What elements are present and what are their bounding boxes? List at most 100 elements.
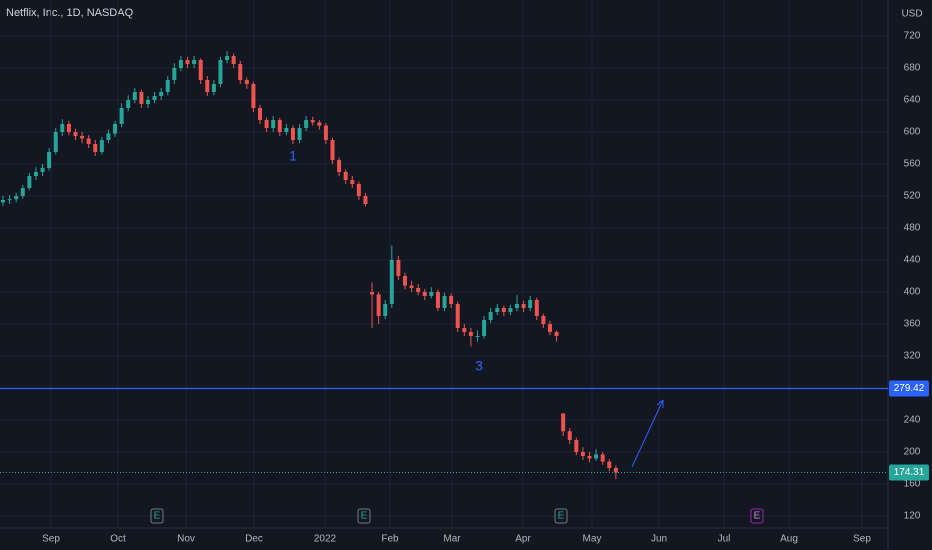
candle-body [402, 276, 407, 286]
candle-body [613, 468, 618, 473]
candle-body [152, 96, 157, 100]
y-tick-label: 360 [904, 319, 921, 330]
candle-body [1, 200, 5, 203]
x-tick-label: 2022 [314, 534, 337, 545]
candle-body [356, 184, 361, 196]
candle-body [264, 120, 269, 128]
candle-body [534, 300, 539, 316]
y-tick-label: 520 [904, 191, 921, 202]
candle-body [185, 60, 190, 64]
candle-body [567, 431, 572, 440]
candle-body [449, 296, 454, 304]
candle-body [528, 300, 533, 308]
x-tick-label: Feb [381, 534, 399, 545]
candle-body [370, 292, 375, 295]
candle-body [93, 144, 98, 152]
candle-body [330, 140, 335, 160]
price-label: 174.31 [894, 467, 925, 478]
candle-body [442, 296, 447, 308]
candle-body [271, 120, 276, 128]
earnings-marker: E [754, 511, 761, 522]
candle-body [139, 92, 144, 104]
candle-body [251, 84, 256, 108]
candle-body [363, 196, 368, 204]
candle-body [554, 332, 559, 336]
y-tick-label: 600 [904, 127, 921, 138]
candle-body [40, 168, 45, 172]
earnings-box [750, 508, 764, 524]
candle-body [145, 100, 150, 104]
y-tick-label: 680 [904, 63, 921, 74]
x-tick-label: Oct [110, 534, 126, 545]
candle-body [587, 456, 592, 459]
wave-label: 3 [475, 358, 483, 374]
y-tick-label: 320 [904, 351, 921, 362]
x-tick-label: May [583, 534, 602, 545]
candle-body [33, 172, 38, 176]
candle-body [515, 304, 520, 308]
y-tick-label: 120 [904, 511, 921, 522]
earnings-box [554, 508, 568, 524]
candle-body [66, 124, 71, 132]
candle-body [416, 288, 421, 292]
arrow-head [656, 399, 664, 408]
x-tick-label: Jul [718, 534, 731, 545]
candle-body [607, 461, 612, 468]
candle-body [80, 136, 85, 139]
candle-body [376, 294, 381, 316]
candle-body [396, 260, 401, 276]
x-tick-label: Aug [780, 534, 798, 545]
y-tick-label: 560 [904, 159, 921, 170]
candle-body [172, 68, 177, 80]
candle-body [574, 440, 579, 452]
candle-body [73, 132, 78, 136]
earnings-box [150, 508, 164, 524]
x-tick-label: Mar [443, 534, 461, 545]
candle-body [106, 133, 111, 140]
candle-body [435, 292, 440, 308]
candle-body [14, 196, 19, 200]
candle-body [310, 120, 315, 123]
candle-body [47, 152, 52, 168]
candle-body [225, 56, 230, 60]
candle-body [508, 308, 513, 312]
candle-body [99, 140, 104, 152]
candle-body [27, 176, 32, 188]
x-tick-label: Sep [853, 534, 871, 545]
y-tick-label: 440 [904, 255, 921, 266]
candle-body [231, 56, 236, 64]
candle-body [290, 128, 295, 140]
candle-body [258, 108, 263, 120]
candle-body [409, 285, 414, 288]
candle-body [205, 80, 210, 92]
candle-body [422, 292, 427, 296]
y-tick-label: 640 [904, 95, 921, 106]
candle-body [86, 138, 91, 144]
candle-body [60, 124, 65, 132]
candle-body [126, 100, 131, 108]
x-tick-label: Nov [177, 534, 195, 545]
candle-body [600, 454, 605, 462]
y-tick-label: 400 [904, 287, 921, 298]
candle-body [244, 80, 249, 84]
candle-body [132, 92, 137, 100]
wave-label: 1 [289, 148, 297, 164]
candle-body [488, 312, 493, 320]
candle-body [475, 336, 480, 337]
y-tick-label: 240 [904, 415, 921, 426]
currency-label: USD [901, 9, 922, 20]
candle-body [7, 199, 12, 201]
candle-body [455, 304, 460, 328]
candle-body [521, 304, 526, 308]
candle-body [482, 320, 487, 336]
candle-body [284, 128, 289, 132]
candle-body [297, 128, 302, 140]
earnings-marker: E [154, 511, 161, 522]
candle-body [561, 413, 566, 432]
arrow [631, 399, 664, 468]
candle-body [594, 454, 599, 459]
candle-body [317, 122, 322, 126]
candle-body [277, 120, 282, 132]
y-tick-label: 160 [904, 479, 921, 490]
candle-body [350, 180, 355, 184]
